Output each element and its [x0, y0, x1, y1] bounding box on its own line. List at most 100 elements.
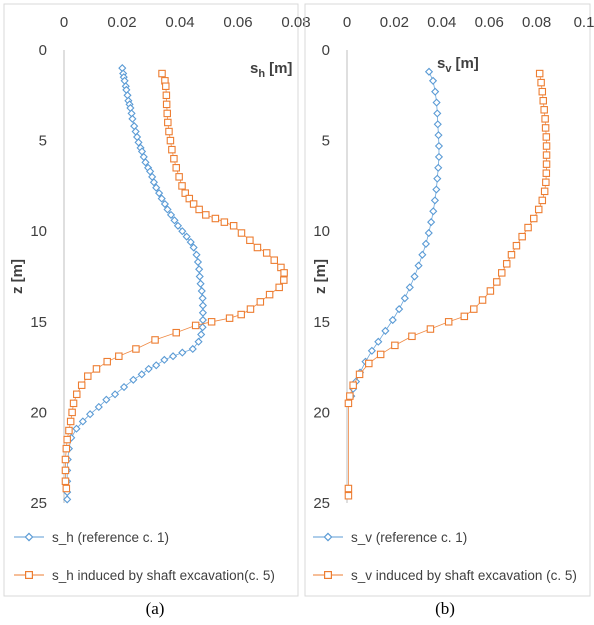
x-tick-label: 0.06 [475, 14, 504, 31]
data-point-square [162, 91, 171, 100]
data-point-diamond [141, 158, 150, 167]
data-point-diamond [152, 361, 161, 370]
y-tick-label: 20 [313, 404, 330, 421]
data-point-diamond [198, 315, 207, 325]
data-point-square [365, 359, 373, 368]
data-point-square [92, 365, 101, 373]
data-point-square [542, 151, 551, 159]
legend-marker-square [324, 570, 333, 579]
data-point-square [168, 145, 176, 154]
data-point-square [207, 318, 216, 326]
data-point-diamond [400, 294, 409, 303]
data-point-square [172, 164, 180, 172]
data-point-diamond [367, 346, 376, 355]
legend-entry: s_v induced by shaft excavation (c. 5) [313, 568, 577, 583]
data-point-square [202, 211, 210, 219]
legend-marker-square [25, 570, 34, 579]
data-point-square [164, 118, 172, 127]
data-point-square [225, 314, 234, 322]
data-point-square [507, 251, 516, 259]
data-point-diamond [430, 196, 440, 205]
quantity-label: sh [m] [250, 60, 292, 80]
data-point-square [163, 109, 171, 118]
data-point-square [542, 178, 550, 187]
data-point-square [265, 290, 274, 299]
data-point-square [220, 218, 229, 226]
legend-marker-diamond [24, 532, 34, 542]
data-point-diamond [178, 348, 187, 357]
data-point-diamond [388, 315, 397, 325]
legend-entry: s_v (reference c. 1) [313, 530, 467, 545]
data-point-square [376, 350, 385, 359]
data-point-square [542, 142, 551, 150]
data-point-square [158, 69, 166, 78]
data-point-square [63, 435, 71, 444]
data-point-square [175, 173, 183, 181]
data-point-diamond [129, 375, 138, 384]
data-point-square [535, 69, 544, 78]
data-point-diamond [198, 323, 207, 332]
legend-entry: s_h induced by shaft excavation(c. 5) [14, 568, 275, 583]
data-point-diamond [421, 239, 430, 248]
y-tick-label: 15 [313, 314, 330, 331]
data-point-diamond [160, 199, 169, 209]
data-point-diamond [186, 237, 195, 247]
data-point-diamond [381, 326, 390, 335]
data-point-square [77, 381, 86, 389]
data-point-diamond [434, 141, 444, 151]
y-tick-label: 0 [322, 42, 330, 59]
x-tick-label: 0 [60, 14, 68, 31]
data-point-square [502, 260, 511, 268]
data-point-diamond [182, 232, 191, 241]
data-point-diamond [72, 424, 81, 433]
data-point-square [165, 127, 173, 136]
data-point-diamond [170, 216, 179, 225]
data-point-diamond [188, 344, 197, 354]
data-point-square [69, 399, 78, 408]
data-point-diamond [119, 382, 129, 392]
data-point-square [344, 484, 353, 493]
data-point-square [408, 332, 416, 341]
data-point-square [391, 341, 399, 350]
series-line [65, 73, 285, 489]
data-point-square [538, 196, 547, 205]
panel-a: 0 0.02 0.04 0.06 0.08 0 5 10 15 20 25 z [m] sh [m] s_h… [3, 3, 311, 618]
data-point-square [426, 325, 435, 333]
data-point-diamond [197, 330, 206, 339]
data-point-square [65, 426, 73, 435]
data-point-square [253, 243, 262, 252]
data-point-diamond [428, 76, 438, 85]
data-point-diamond [424, 228, 433, 238]
data-point-diamond [155, 189, 164, 198]
series-induced [61, 69, 288, 493]
data-point-diamond [433, 120, 442, 129]
data-point-square [68, 408, 76, 417]
data-point-diamond [189, 243, 198, 252]
data-point-square [61, 466, 70, 475]
data-point-square [524, 223, 532, 232]
x-tick-label: 0.04 [165, 14, 194, 31]
data-point-diamond [432, 98, 441, 107]
data-point-diamond [178, 227, 187, 236]
panel-caption: (a) [146, 599, 165, 618]
data-point-square [84, 372, 92, 380]
data-point-diamond [195, 265, 204, 274]
data-point-square [346, 392, 354, 400]
data-point-square [275, 283, 283, 292]
data-point-square [195, 205, 203, 214]
data-point-diamond [149, 178, 158, 187]
data-point-square [444, 318, 453, 326]
legend-label: s_v induced by shaft excavation (c. 5) [351, 568, 577, 583]
data-point-square [185, 194, 194, 203]
data-point-diamond [410, 272, 419, 281]
data-point-diamond [427, 218, 436, 227]
data-point-square [166, 136, 175, 145]
data-point-diamond [196, 279, 205, 288]
data-point-square [280, 269, 288, 277]
legend-label: s_v (reference c. 1) [351, 530, 467, 545]
data-point-diamond [110, 390, 120, 399]
data-point-square [172, 328, 180, 337]
data-point-square [540, 187, 549, 196]
data-point-diamond [431, 87, 440, 96]
data-point-diamond [194, 337, 203, 346]
